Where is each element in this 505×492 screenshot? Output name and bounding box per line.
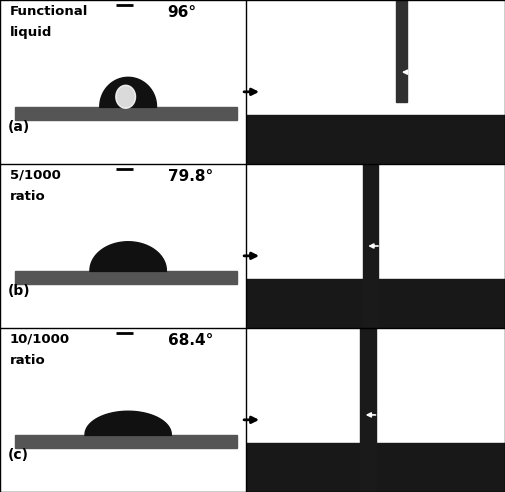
- Bar: [15, 271, 236, 284]
- Bar: [396, 0, 407, 102]
- Text: 200 μm: 200 μm: [456, 331, 485, 340]
- Text: ratio: ratio: [10, 190, 45, 203]
- Text: 500 μm: 500 μm: [456, 3, 485, 12]
- Text: 68.4°: 68.4°: [168, 333, 213, 348]
- Bar: [246, 115, 505, 164]
- Text: liquid: liquid: [10, 26, 52, 39]
- Text: 79.8°: 79.8°: [168, 169, 213, 184]
- Polygon shape: [90, 242, 166, 272]
- Text: (c): (c): [8, 449, 28, 462]
- Text: 5/1000: 5/1000: [10, 169, 61, 182]
- Polygon shape: [100, 77, 157, 107]
- Polygon shape: [116, 85, 135, 108]
- Text: (b): (b): [8, 284, 30, 299]
- Bar: [360, 328, 376, 492]
- Bar: [15, 434, 236, 448]
- Text: Functional
liquid: Functional liquid: [265, 181, 343, 209]
- Polygon shape: [85, 411, 171, 435]
- Text: Trench
(70 μm): Trench (70 μm): [422, 30, 481, 58]
- Text: Functional
liquid: Functional liquid: [265, 344, 343, 372]
- Bar: [246, 279, 505, 328]
- Text: ratio: ratio: [10, 354, 45, 367]
- Bar: [15, 107, 236, 120]
- Text: 96°: 96°: [168, 5, 197, 20]
- Text: Trench
(70 μm): Trench (70 μm): [391, 377, 450, 405]
- Text: Trench
(70 μm): Trench (70 μm): [391, 210, 450, 238]
- Bar: [363, 164, 378, 328]
- Text: Functional: Functional: [10, 5, 88, 18]
- Text: 250 μm: 250 μm: [456, 167, 485, 176]
- Text: (a): (a): [8, 121, 30, 134]
- Text: Functional
liquid: Functional liquid: [265, 16, 343, 44]
- Bar: [246, 443, 505, 492]
- Text: 10/1000: 10/1000: [10, 333, 70, 346]
